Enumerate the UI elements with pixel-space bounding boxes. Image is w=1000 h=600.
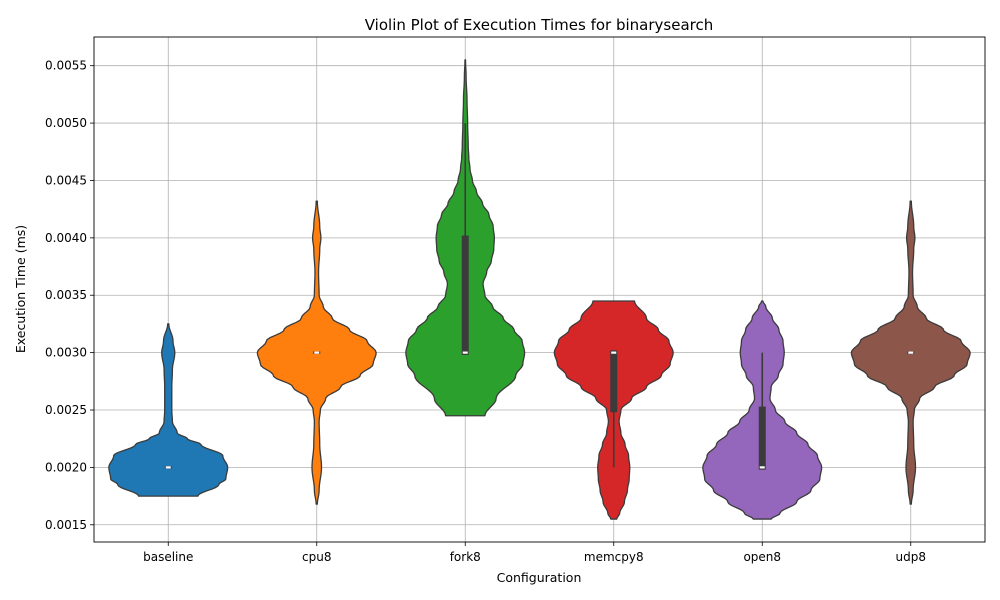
violin-baseline (108, 323, 229, 497)
x-tick-label: baseline (143, 550, 193, 564)
chart-title: Violin Plot of Execution Times for binar… (365, 16, 713, 34)
x-tick-label: memcpy8 (584, 550, 644, 564)
tick-layer: 0.0015 0.0020 0.0025 0.0030 0.0035 0.0040 0.00… (45, 59, 926, 564)
y-tick-label: 0.0015 (45, 518, 87, 532)
median-marker-baseline (165, 466, 171, 469)
iqr-box-memcpy8 (610, 350, 618, 413)
y-tick-label: 0.0025 (45, 403, 87, 417)
y-tick-label: 0.0020 (45, 460, 87, 474)
x-tick-label: udp8 (896, 550, 926, 564)
y-tick-label: 0.0055 (45, 59, 87, 73)
y-tick-label: 0.0040 (45, 231, 87, 245)
x-tick-label: fork8 (450, 550, 481, 564)
iqr-box-fork8 (461, 235, 469, 355)
median-marker-memcpy8 (611, 351, 617, 354)
x-tick-label: cpu8 (302, 550, 331, 564)
iqr-box-open8 (758, 406, 766, 470)
x-axis-title: Configuration (497, 570, 582, 585)
median-marker-udp8 (908, 351, 914, 354)
median-marker-fork8 (462, 351, 468, 354)
y-tick-label: 0.0035 (45, 288, 87, 302)
plot-frame (93, 36, 986, 543)
y-tick-label: 0.0045 (45, 173, 87, 187)
median-marker-open8 (759, 466, 765, 469)
x-tick-label: open8 (743, 550, 781, 564)
y-tick-label: 0.0030 (45, 346, 87, 360)
y-axis-title: Execution Time (ms) (13, 225, 28, 353)
y-tick-label: 0.0050 (45, 116, 87, 130)
box-layer (164, 123, 915, 470)
median-marker-cpu8 (314, 351, 320, 354)
